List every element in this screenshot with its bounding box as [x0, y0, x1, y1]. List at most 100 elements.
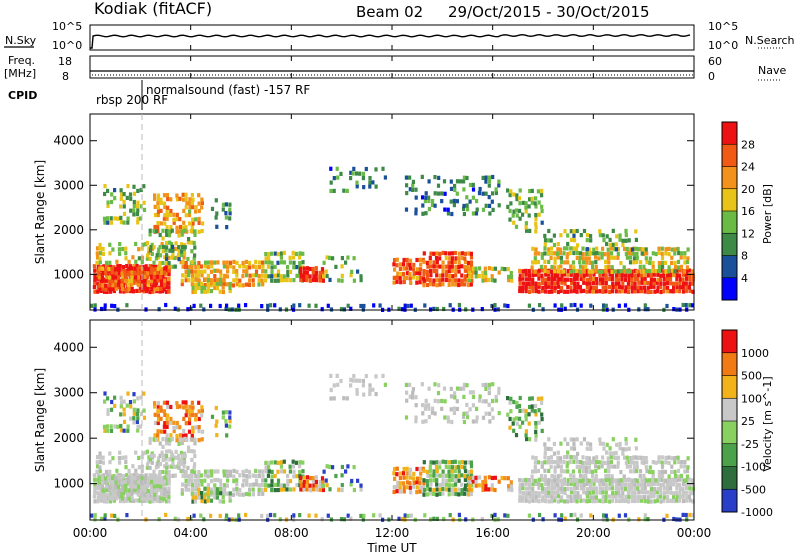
- velocity-cell: [481, 415, 486, 420]
- velocity-cell: [509, 480, 513, 485]
- velocity-cell: [110, 407, 114, 412]
- power-cell: [203, 285, 207, 290]
- velocity-cell: [155, 461, 159, 467]
- velocity-cell: [172, 428, 176, 434]
- velocity-cell: [153, 492, 157, 497]
- velocity-cell: [105, 477, 109, 483]
- power-cell: [191, 197, 195, 202]
- power-cell: [527, 281, 531, 286]
- velocity-cell: [270, 474, 274, 479]
- power-cell: [98, 256, 102, 261]
- power-cell: [640, 269, 644, 274]
- power-cell: [594, 264, 598, 269]
- velocity-cell: [484, 479, 488, 485]
- velocity-cell: [590, 469, 594, 474]
- velocity-cell: [649, 487, 653, 492]
- power-cell: [229, 264, 233, 269]
- velocity-cell: [164, 512, 168, 517]
- power-cell: [592, 277, 596, 282]
- velocity-cell: [165, 416, 169, 421]
- power-cell: [601, 277, 605, 282]
- velocity-cell: [257, 487, 261, 492]
- velocity-cell: [626, 490, 630, 496]
- velocity-cell: [165, 441, 169, 446]
- power-cell: [528, 228, 532, 233]
- power-cell: [102, 264, 106, 269]
- power-cell: [511, 213, 515, 218]
- power-cell: [579, 303, 583, 308]
- power-cell: [581, 265, 585, 270]
- velocity-cell: [422, 468, 426, 473]
- power-cell: [145, 256, 149, 261]
- power-cell: [584, 265, 588, 270]
- power-cell: [224, 215, 228, 220]
- power-cell: [226, 264, 230, 269]
- power-cell: [544, 272, 548, 277]
- power-cell: [378, 303, 382, 308]
- velocity-cell: [549, 464, 553, 469]
- power-cell: [108, 286, 112, 291]
- velocity-cell: [218, 513, 222, 518]
- power-cell: [419, 267, 423, 272]
- colorbar-swatch: [722, 233, 737, 256]
- velocity-cell: [576, 482, 580, 487]
- velocity-cell: [320, 476, 325, 481]
- power-cell: [669, 289, 673, 294]
- velocity-cell: [601, 455, 605, 460]
- velocity-cell: [534, 498, 538, 503]
- power-cell: [138, 268, 142, 273]
- velocity-cell: [691, 478, 695, 483]
- power-cell: [197, 216, 201, 222]
- velocity-cell: [185, 437, 189, 442]
- velocity-cell: [683, 459, 687, 465]
- velocity-cell: [684, 498, 688, 503]
- power-cell: [93, 289, 97, 294]
- velocity-cell: [203, 499, 207, 504]
- velocity-cell: [257, 474, 261, 479]
- velocity-cell: [586, 441, 590, 446]
- velocity-cell: [395, 484, 399, 489]
- power-cell: [200, 197, 204, 202]
- velocity-cell: [116, 424, 120, 429]
- power-cell: [552, 265, 557, 270]
- velocity-cell: [651, 460, 655, 465]
- velocity-cell: [524, 494, 528, 499]
- velocity-cell: [175, 433, 179, 439]
- power-cell: [597, 251, 601, 256]
- velocity-cell: [665, 513, 669, 518]
- power-cell: [98, 287, 102, 292]
- power-cell: [518, 288, 522, 294]
- freq-tick-top: 18: [58, 55, 72, 68]
- power-cell: [673, 260, 677, 265]
- velocity-cell: [424, 398, 428, 403]
- velocity-cell: [652, 487, 656, 492]
- velocity-cell: [610, 498, 614, 503]
- power-cell: [569, 285, 573, 290]
- power-cell: [477, 191, 482, 196]
- velocity-cell: [197, 400, 201, 405]
- power-cell: [595, 246, 599, 251]
- velocity-cell: [241, 469, 245, 475]
- velocity-cell: [112, 498, 116, 503]
- power-cell: [559, 277, 563, 282]
- power-cell: [164, 302, 168, 308]
- velocity-cell: [585, 490, 589, 495]
- velocity-cell: [244, 468, 248, 473]
- power-cell: [349, 273, 353, 278]
- power-cell: [359, 278, 363, 283]
- power-cell: [436, 191, 440, 196]
- velocity-cell: [111, 496, 115, 501]
- power-cell: [481, 278, 485, 283]
- power-cell: [668, 276, 673, 281]
- velocity-cell: [106, 411, 110, 416]
- power-cell: [111, 247, 115, 252]
- velocity-cell: [199, 473, 204, 478]
- power-cell: [104, 267, 108, 272]
- velocity-cell: [164, 481, 168, 486]
- velocity-cell: [155, 498, 159, 503]
- power-cell: [178, 217, 182, 222]
- power-cell: [540, 204, 544, 209]
- power-cell: [269, 303, 273, 308]
- velocity-cell: [120, 487, 124, 493]
- velocity-cell: [342, 517, 346, 522]
